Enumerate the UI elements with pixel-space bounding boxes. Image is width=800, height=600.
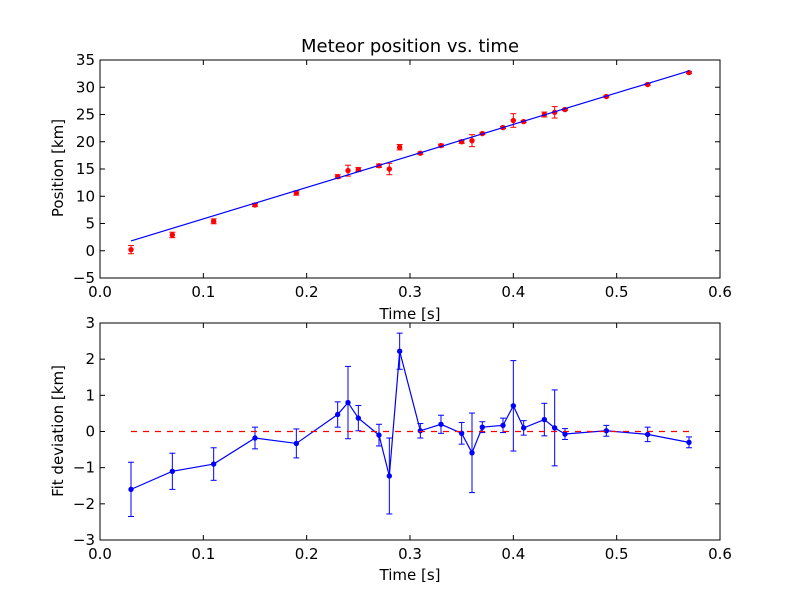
plot-frame [99, 322, 721, 541]
y-tick-label: −3 [73, 531, 95, 549]
x-tick-label: 0.3 [398, 545, 422, 563]
x-tick-label: 0.5 [605, 545, 629, 563]
y-tick-label: 1 [85, 386, 95, 404]
x-tick-label: 0.6 [708, 545, 732, 563]
data-point [458, 430, 465, 437]
chart-title: Meteor position vs. time [301, 36, 519, 57]
y-tick-label: 10 [76, 187, 95, 205]
y-tick-label: 15 [76, 160, 95, 178]
x-tick-label: 0.2 [295, 283, 319, 301]
x-tick-label: 0.1 [191, 283, 215, 301]
data-point [603, 428, 610, 434]
data-point [128, 246, 134, 253]
x-axis-label: Time [s] [379, 305, 441, 323]
fit-line [130, 70, 690, 242]
data-point [376, 432, 382, 438]
y-tick-label: 5 [85, 215, 95, 233]
y-tick-label: −1 [73, 459, 95, 477]
y-tick-label: 0 [85, 423, 95, 441]
position-plot: Meteor position vs. time Position [km] T… [49, 36, 732, 323]
data-point [252, 435, 258, 441]
data-point [541, 416, 548, 423]
data-point [169, 468, 176, 474]
deviation-plot: Fit deviation [km] Time [s] 0.0 0.1 0.2 0.3… [49, 314, 732, 584]
y-tick-label: −2 [73, 495, 95, 513]
data-point [510, 117, 517, 124]
data-point [345, 167, 351, 174]
y-tick-label: 2 [85, 350, 95, 368]
x-tick-label: 0.0 [88, 545, 112, 563]
data-point [510, 403, 517, 409]
data-point [210, 461, 217, 467]
data-point [438, 421, 444, 427]
data-point [293, 440, 300, 447]
data-point [551, 425, 558, 431]
data-point [500, 422, 506, 429]
x-tick-label: 0.1 [191, 545, 215, 563]
data-point [355, 415, 362, 421]
x-tick-label: 0.6 [708, 283, 732, 301]
data-point [562, 431, 568, 437]
data-point [479, 424, 486, 430]
plot-frame [99, 59, 721, 279]
data-point [210, 218, 217, 225]
data-point [334, 411, 341, 418]
data-point [128, 486, 134, 493]
y-tick-label: 3 [85, 314, 95, 332]
data-point [644, 431, 651, 438]
y-axis-label: Position [km] [49, 119, 67, 217]
data-point [686, 439, 692, 446]
x-tick-label: 0.0 [88, 283, 112, 301]
y-tick-label: 35 [76, 51, 95, 69]
data-point [386, 473, 393, 479]
y-tick-label: 0 [85, 242, 95, 260]
x-tick-label: 0.3 [398, 283, 422, 301]
y-axis-label: Fit deviation [km] [49, 365, 67, 497]
data-point [520, 425, 527, 431]
data-point [386, 166, 393, 172]
data-point [469, 137, 475, 144]
data-point [469, 450, 475, 456]
x-tick-label: 0.4 [501, 283, 525, 301]
data-point [417, 428, 424, 434]
deviation-line [130, 351, 690, 490]
data-point [169, 232, 176, 238]
x-tick-label: 0.4 [501, 545, 525, 563]
data-point [396, 348, 403, 354]
data-point [345, 399, 351, 406]
y-tick-label: −5 [73, 269, 95, 287]
y-tick-label: 25 [76, 106, 95, 124]
x-tick-label: 0.5 [605, 283, 629, 301]
x-axis-label: Time [s] [379, 566, 441, 584]
x-tick-label: 0.2 [295, 545, 319, 563]
y-tick-label: 30 [76, 78, 95, 96]
y-tick-label: 20 [76, 133, 95, 151]
data-point [396, 144, 403, 150]
